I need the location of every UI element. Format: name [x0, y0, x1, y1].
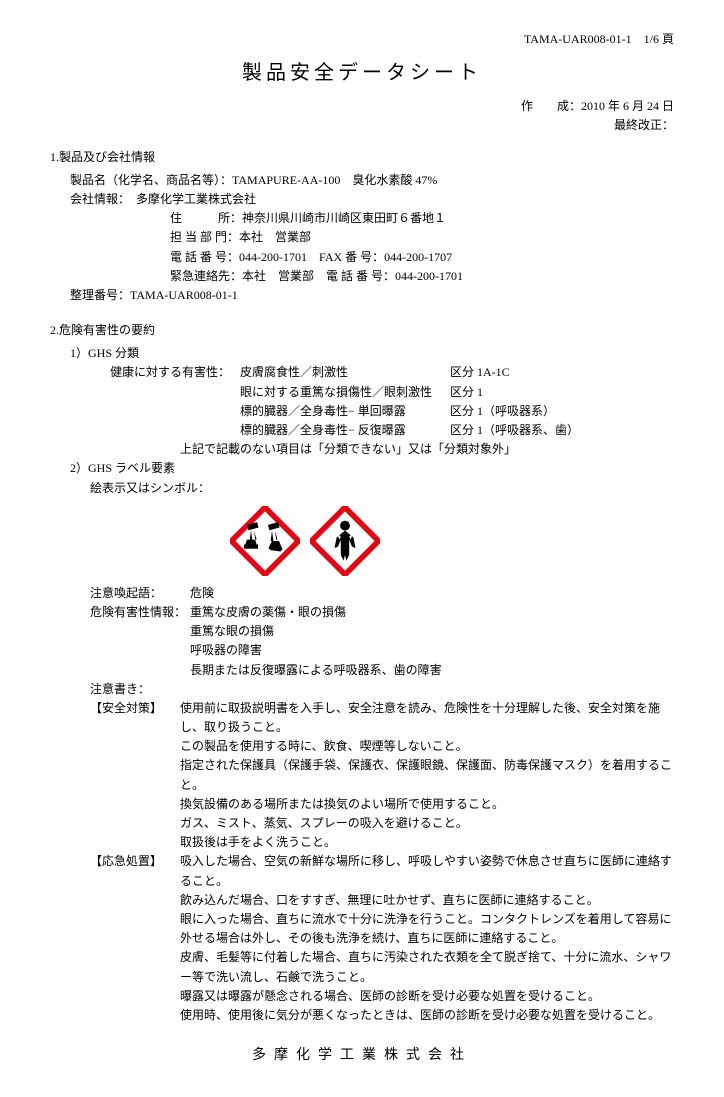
tel-value: 044-200-1701: [239, 250, 307, 264]
emergency-value: 本社 営業部 電 話 番 号：044-200-1701: [242, 269, 463, 283]
ref-label: 整理番号：: [70, 288, 130, 302]
fax-label: FAX 番 号：: [319, 250, 384, 264]
footer-company: 多摩化学工業株式会社: [50, 1045, 674, 1067]
hazard-info-row: 危険有害性情報： 重篤な皮膚の薬傷・眼の損傷 重篤な眼の損傷 呼吸器の障害 長期…: [90, 603, 674, 680]
safety-content: 使用前に取扱説明書を入手し、安全注意を読み、危険性を十分理解した後、安全対策を施…: [180, 699, 674, 853]
ref-value: TAMA-UAR008-01-1: [130, 288, 238, 302]
dept-value: 本社 営業部: [239, 230, 311, 244]
hazard-name-0: 皮膚腐食性／刺激性: [240, 363, 450, 382]
safety-item-4: ガス、ミスト、蒸気、スプレーの吸入を避けること。: [180, 814, 674, 833]
signal-label: 注意喚起語：: [90, 584, 190, 603]
corrosion-pictogram-icon: [230, 506, 300, 576]
safety-item-3: 換気設備のある場所または換気のよい場所で使用すること。: [180, 795, 674, 814]
ghs-row-0: 健康に対する有害性： 皮膚腐食性／刺激性 区分 1A‐1C: [110, 363, 674, 382]
pictogram-label: 絵表示又はシンボル：: [90, 479, 674, 498]
pictogram-container: [230, 506, 674, 576]
page-number: 1/6 頁: [644, 32, 674, 46]
response-item-4: 曝露又は曝露が懸念される場合、医師の診断を受け必要な処置を受けること。: [180, 987, 674, 1006]
safety-block: 【安全対策】 使用前に取扱説明書を入手し、安全注意を読み、危険性を十分理解した後…: [90, 699, 674, 853]
section1-heading: 1.製品及び会社情報: [50, 148, 674, 167]
product-label: 製品名（化学名、商品名等）：: [70, 173, 232, 187]
emergency-line: 緊急連絡先：本社 営業部 電 話 番 号：044-200-1701: [170, 267, 674, 286]
hazard-name-2: 標的臓器／全身毒性− 単回曝露: [240, 402, 450, 421]
revised-date: 最終改正：: [50, 116, 674, 135]
safety-item-5: 取扱後は手をよく洗うこと。: [180, 833, 674, 852]
tel-line: 電 話 番 号：044-200-1701 FAX 番 号：044-200-170…: [170, 248, 674, 267]
precaution-heading: 注意書き：: [90, 680, 674, 699]
response-content: 吸入した場合、空気の新鮮な場所に移し、呼吸しやすい姿勢で休息させ直ちに医師に連絡…: [180, 852, 674, 1025]
ref-line: 整理番号：TAMA-UAR008-01-1: [70, 286, 674, 305]
hazard-info-label: 危険有害性情報：: [90, 603, 190, 680]
ghs-row-2: 標的臓器／全身毒性− 単回曝露 区分 1（呼吸器系）: [110, 402, 674, 421]
health-hazard-pictogram-icon: [310, 506, 380, 576]
hazard-info-3: 長期または反復曝露による呼吸器系、歯の障害: [190, 661, 674, 680]
response-item-0: 吸入した場合、空気の新鮮な場所に移し、呼吸しやすい姿勢で休息させ直ちに医師に連絡…: [180, 852, 674, 890]
ghs-sub1: 1）GHS 分類: [70, 344, 674, 363]
signal-word-row: 注意喚起語： 危険: [90, 584, 674, 603]
hazard-class-1: 区分 1: [450, 383, 674, 402]
response-label: 【応急処置】: [90, 852, 180, 1025]
safety-label: 【安全対策】: [90, 699, 180, 853]
response-item-3: 皮膚、毛髪等に付着した場合、直ちに汚染された衣類を全て脱ぎ捨て、十分に流水、シャ…: [180, 948, 674, 986]
address-value: 神奈川県川崎市川崎区東田町６番地１: [242, 211, 446, 225]
safety-item-0: 使用前に取扱説明書を入手し、安全注意を読み、危険性を十分理解した後、安全対策を施…: [180, 699, 674, 737]
product-value: TAMAPURE-AA-100 臭化水素酸 47%: [232, 173, 437, 187]
health-label: 健康に対する有害性：: [110, 363, 240, 382]
created-date: 作 成：2010 年 6 月 24 日: [50, 97, 674, 116]
safety-item-2: 指定された保護具（保護手袋、保護衣、保護眼鏡、保護面、防毒保護マスク）を着用する…: [180, 756, 674, 794]
product-line: 製品名（化学名、商品名等）：TAMAPURE-AA-100 臭化水素酸 47%: [70, 171, 674, 190]
hazard-info-2: 呼吸器の障害: [190, 641, 674, 660]
dept-line: 担 当 部 門：本社 営業部: [170, 228, 674, 247]
tel-label: 電 話 番 号：: [170, 250, 239, 264]
ghs-sub2: 2）GHS ラベル要素: [70, 459, 674, 478]
ghs-note: 上記で記載のない項目は「分類できない」又は「分類対象外」: [180, 440, 674, 459]
doc-id-text: TAMA-UAR008-01-1: [524, 32, 632, 46]
ghs-row-3: 標的臓器／全身毒性− 反復曝露 区分 1（呼吸器系、歯）: [110, 421, 674, 440]
response-item-5: 使用時、使用後に気分が悪くなったときは、医師の診断を受け必要な処置を受けること。: [180, 1006, 674, 1025]
address-line: 住 所：神奈川県川崎市川崎区東田町６番地１: [170, 209, 674, 228]
ghs-row-1: 眼に対する重篤な損傷性／眼刺激性 区分 1: [110, 383, 674, 402]
hazard-class-0: 区分 1A‐1C: [450, 363, 674, 382]
hazard-info-1: 重篤な眼の損傷: [190, 622, 674, 641]
hazard-name-1: 眼に対する重篤な損傷性／眼刺激性: [240, 383, 450, 402]
hazard-info-0: 重篤な皮膚の薬傷・眼の損傷: [190, 603, 674, 622]
dept-label: 担 当 部 門：: [170, 230, 239, 244]
address-label: 住 所：: [170, 211, 242, 225]
signal-value: 危険: [190, 584, 674, 603]
company-name: 多摩化学工業株式会社: [136, 192, 256, 206]
fax-value: 044-200-1707: [384, 250, 452, 264]
hazard-info-list: 重篤な皮膚の薬傷・眼の損傷 重篤な眼の損傷 呼吸器の障害 長期または反復曝露によ…: [190, 603, 674, 680]
company-label: 会社情報：: [70, 192, 124, 206]
hazard-class-2: 区分 1（呼吸器系）: [450, 402, 674, 421]
response-block: 【応急処置】 吸入した場合、空気の新鮮な場所に移し、呼吸しやすい姿勢で休息させ直…: [90, 852, 674, 1025]
document-title: 製品安全データシート: [50, 57, 674, 89]
safety-item-1: この製品を使用する時に、飲食、喫煙等しないこと。: [180, 737, 674, 756]
response-item-1: 飲み込んだ場合、口をすすぎ、無理に吐かせず、直ちに医師に連絡すること。: [180, 891, 674, 910]
hazard-class-3: 区分 1（呼吸器系、歯）: [450, 421, 674, 440]
section2-heading: 2.危険有害性の要約: [50, 321, 674, 340]
response-item-2: 眼に入った場合、直ちに流水で十分に洗浄を行うこと。コンタクトレンズを着用して容易…: [180, 910, 674, 948]
emergency-label: 緊急連絡先：: [170, 269, 242, 283]
company-info-line: 会社情報： 多摩化学工業株式会社: [70, 190, 674, 209]
hazard-name-3: 標的臓器／全身毒性− 反復曝露: [240, 421, 450, 440]
dates-block: 作 成：2010 年 6 月 24 日 最終改正：: [50, 97, 674, 135]
header-doc-id: TAMA-UAR008-01-1 1/6 頁: [50, 30, 674, 49]
